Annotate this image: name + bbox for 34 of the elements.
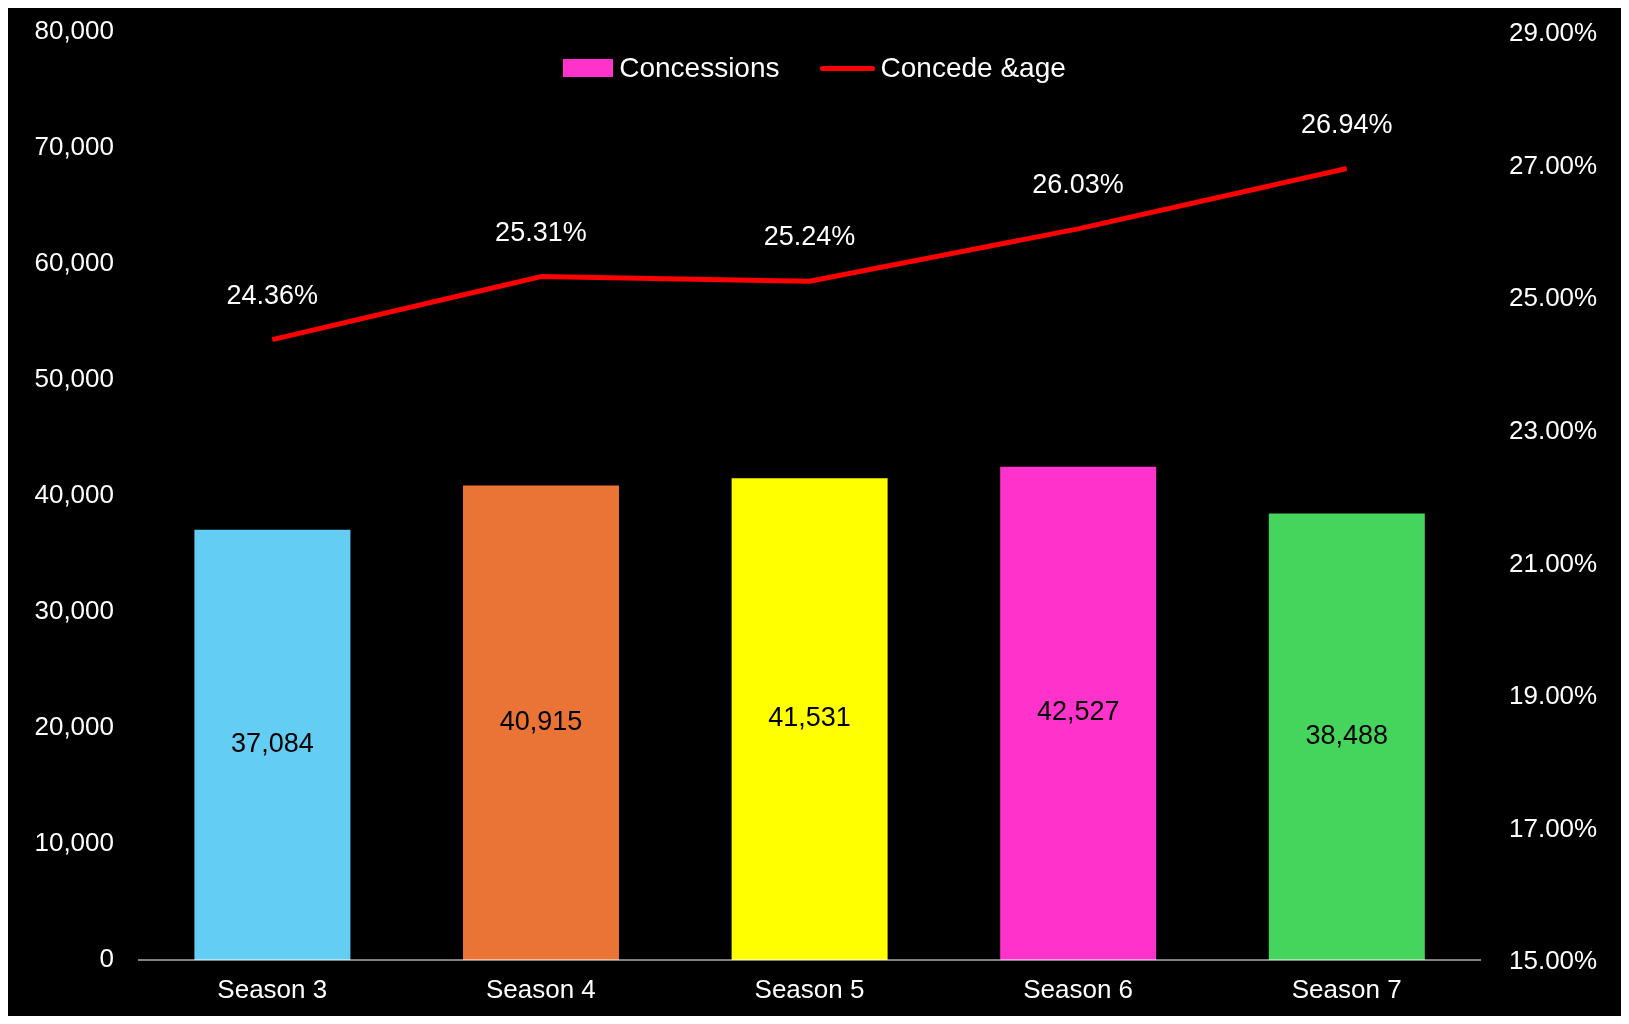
y-tick-label: 70,000 xyxy=(34,130,114,161)
x-tick-label: Season 4 xyxy=(485,974,596,1005)
x-tick-label: Season 7 xyxy=(1291,974,1402,1005)
y-tick-label: 60,000 xyxy=(34,246,114,277)
y-tick-label: 40,000 xyxy=(34,478,114,509)
data-label: 26.03% xyxy=(1032,168,1124,199)
legend-label: Concede &age xyxy=(880,52,1066,84)
y2-tick-label: 17.00% xyxy=(1509,812,1598,843)
data-label: 25.24% xyxy=(763,221,856,252)
data-label: 40,915 xyxy=(499,705,583,736)
y-tick-label: 80,000 xyxy=(34,14,114,45)
legend-label: Concessions xyxy=(619,52,780,84)
data-label: 37,084 xyxy=(231,728,314,759)
x-tick-label: Season 6 xyxy=(1023,974,1134,1005)
data-label: 25.31% xyxy=(495,216,587,247)
x-tick-label: Season 5 xyxy=(754,974,865,1005)
y2-tick-label: 25.00% xyxy=(1509,282,1598,313)
y-tick-label: 10,000 xyxy=(34,826,114,857)
data-label: 38,488 xyxy=(1305,719,1389,750)
data-label: 24.36% xyxy=(226,279,319,310)
y2-tick-label: 21.00% xyxy=(1509,547,1598,578)
y-tick-label: 0 xyxy=(99,942,114,973)
y2-tick-label: 29.00% xyxy=(1509,17,1598,48)
x-tick-label: Season 3 xyxy=(217,974,328,1005)
y-tick-label: 30,000 xyxy=(34,594,114,625)
y2-tick-label: 19.00% xyxy=(1509,680,1598,711)
y-tick-label: 50,000 xyxy=(34,362,114,393)
y-tick-label: 20,000 xyxy=(34,710,114,741)
y2-tick-label: 27.00% xyxy=(1509,149,1598,180)
data-label: 26.94% xyxy=(1300,108,1393,139)
y2-tick-label: 23.00% xyxy=(1509,414,1598,445)
data-label: 42,527 xyxy=(1036,696,1120,727)
data-label: 41,531 xyxy=(768,702,851,733)
y2-tick-label: 15.00% xyxy=(1509,945,1598,976)
